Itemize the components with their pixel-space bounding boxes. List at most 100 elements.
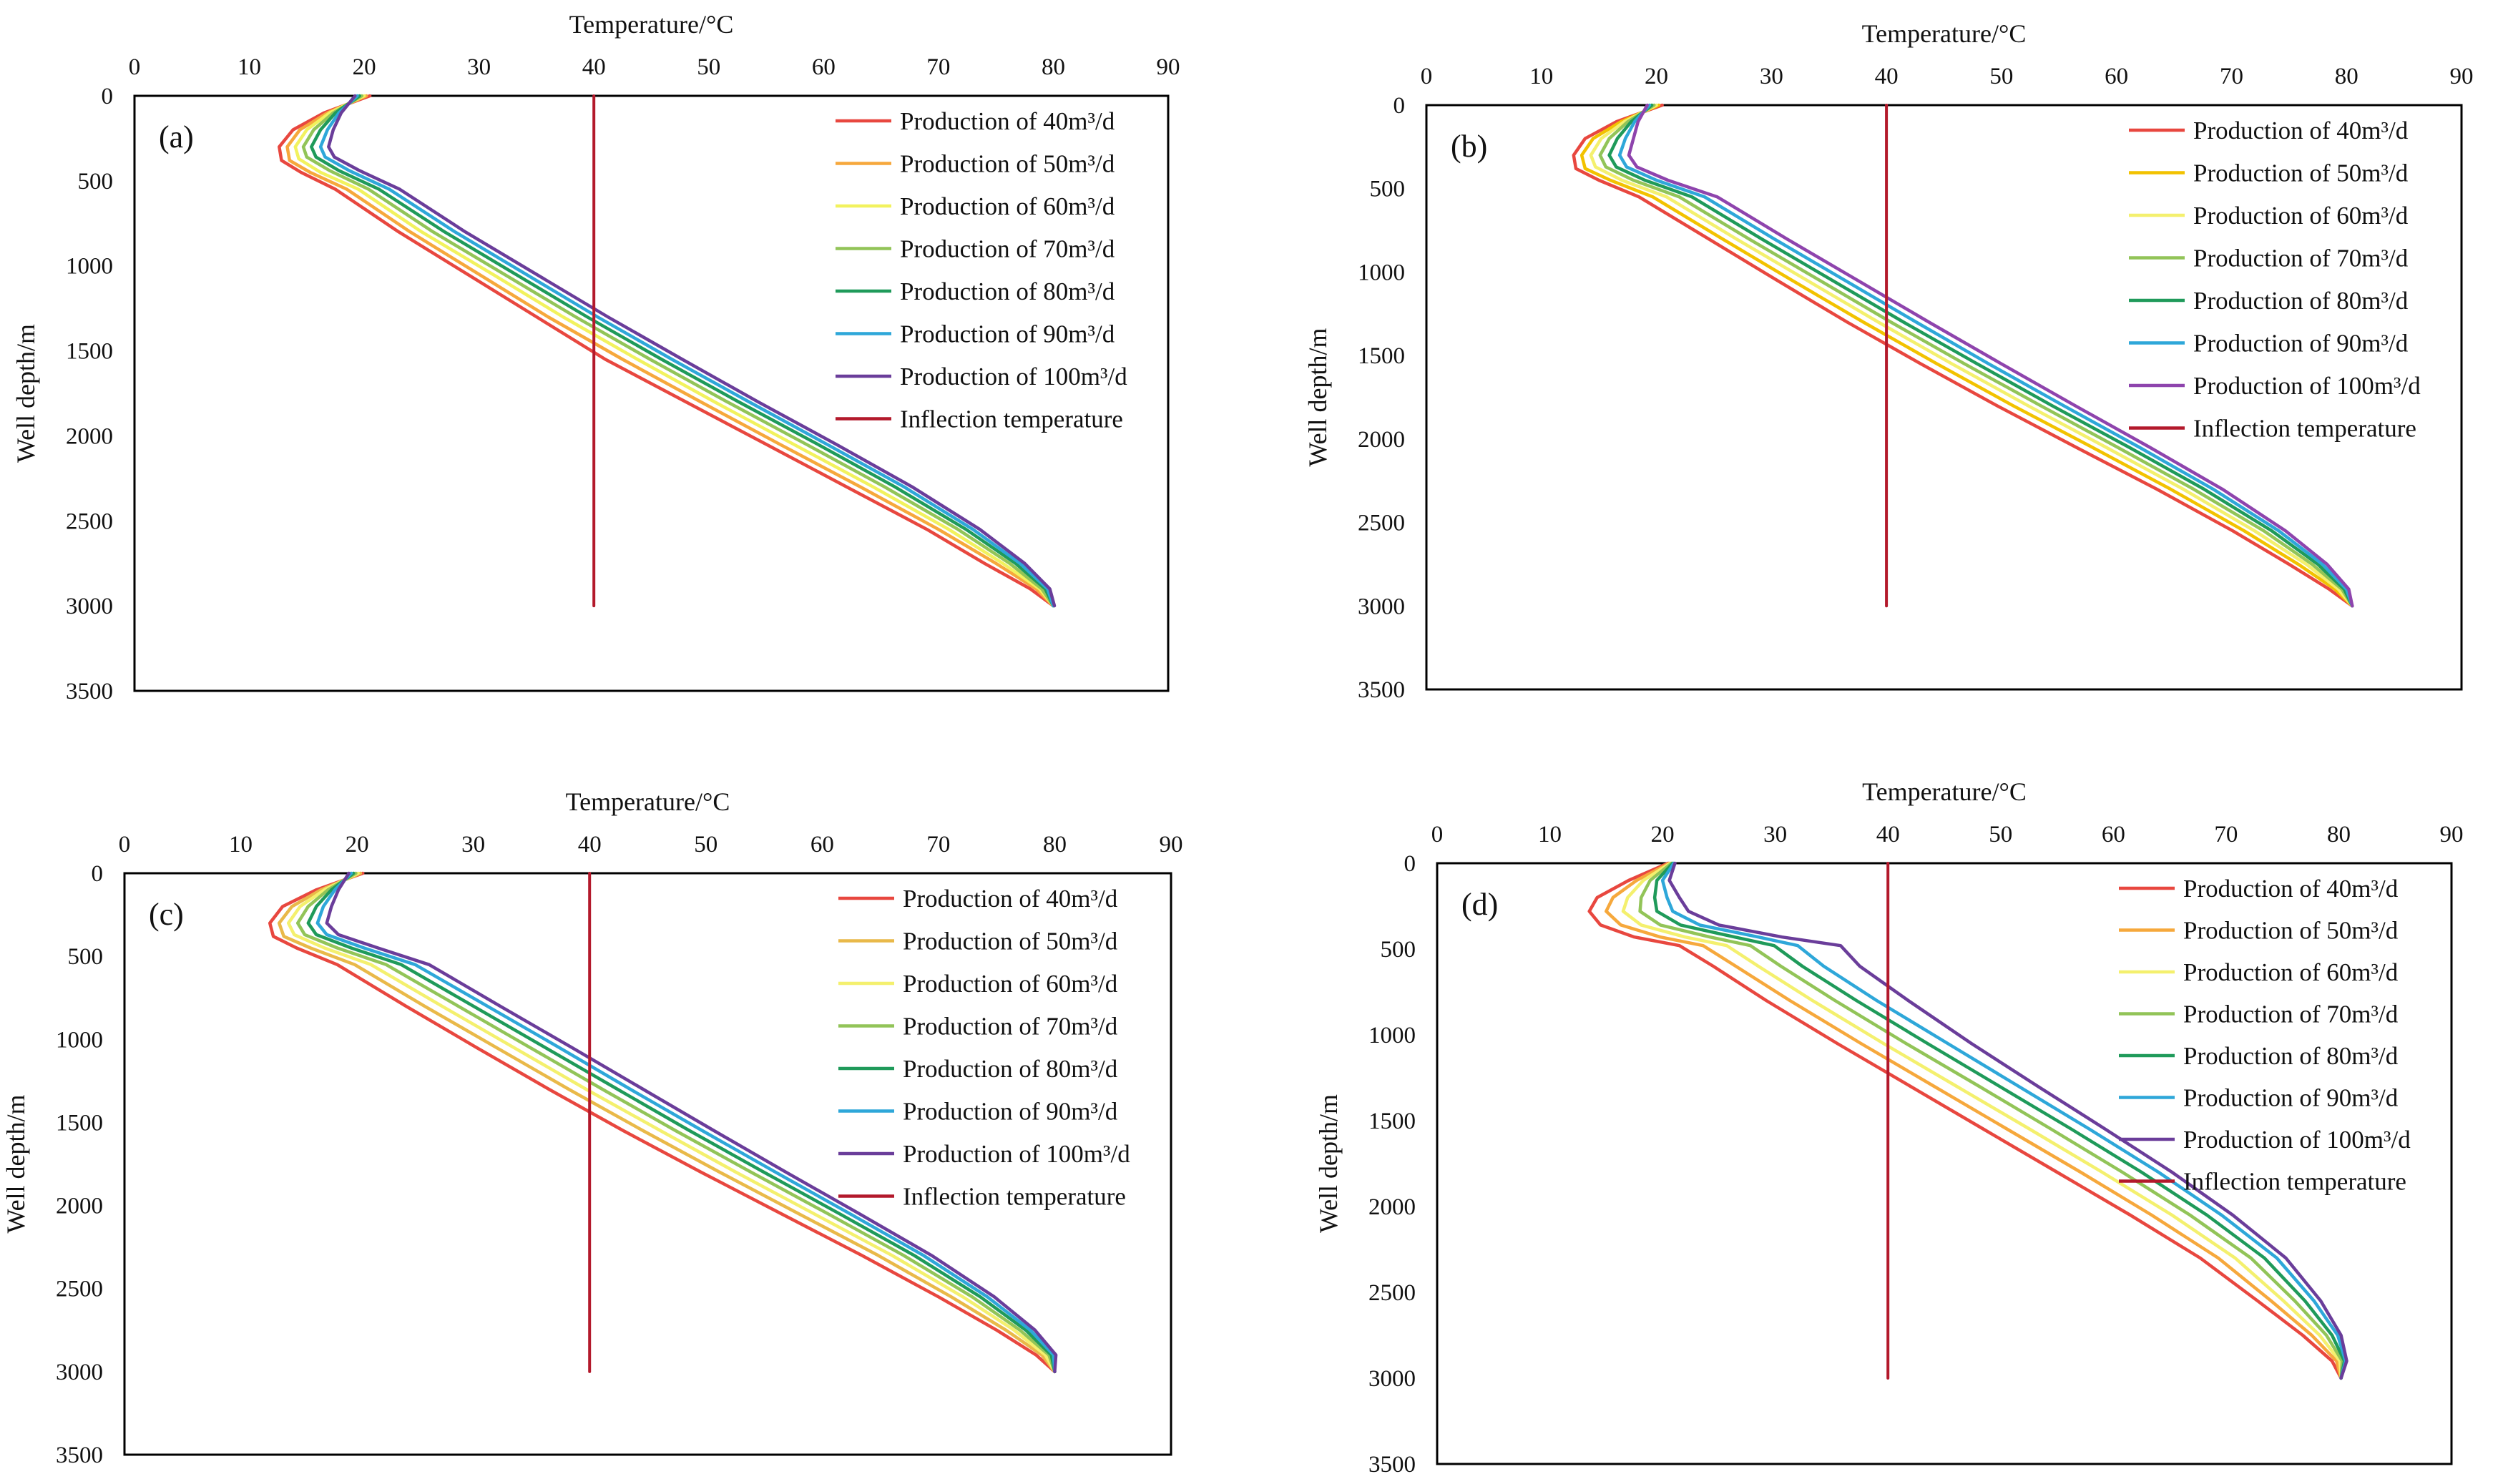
y-tick-label: 500 — [1370, 177, 1406, 202]
y-tick-label: 2500 — [1358, 511, 1405, 536]
series-line — [295, 871, 1057, 1374]
y-tick-label: 1500 — [56, 1110, 103, 1136]
series-line — [285, 94, 1055, 608]
series-line — [325, 871, 1058, 1374]
x-tick-label: 70 — [2214, 822, 2238, 847]
y-axis-label: Well depth/m — [1314, 1094, 1343, 1233]
y-tick-label: 1000 — [1368, 1023, 1416, 1048]
y-tick-label: 500 — [1381, 937, 1416, 963]
panel-label: (b) — [1451, 129, 1487, 164]
series-line — [1598, 103, 2354, 608]
plot-frame — [1436, 862, 2453, 1465]
series-line — [310, 94, 1055, 608]
x-tick-label: 30 — [461, 832, 485, 858]
series-line — [1607, 103, 2354, 608]
series-line — [318, 94, 1055, 608]
x-tick-label: 30 — [1760, 64, 1783, 89]
legend-label: Production of 40m³/d — [2183, 875, 2399, 903]
series-line — [327, 94, 1057, 608]
legend-label: Production of 60m³/d — [2183, 958, 2399, 986]
panel-label: (a) — [159, 119, 194, 154]
panel-label: (d) — [1461, 887, 1498, 922]
chart-panel: Temperature/°C0 10 20 30 40 50 60 70 80 900500100… — [11, 10, 1180, 704]
y-tick-label: 2000 — [66, 423, 113, 449]
y-tick-label: 1500 — [1368, 1109, 1416, 1134]
legend-label: Production of 50m³/d — [2183, 917, 2399, 945]
chart-panel: Temperature/°C0 10 20 30 40 50 60 70 80 900500100… — [1314, 777, 2464, 1478]
legend-label: Production of 100m³/d — [2193, 372, 2421, 400]
panel-label: (c) — [149, 897, 184, 932]
series-line — [1667, 861, 2348, 1380]
x-tick-label: 10 — [1538, 822, 1562, 847]
x-tick-label: 80 — [1042, 54, 1065, 80]
x-tick-label: 90 — [2450, 64, 2474, 89]
y-tick-label: 3000 — [66, 594, 113, 619]
x-tick-label: 50 — [694, 832, 717, 858]
x-tick-label: 70 — [926, 832, 950, 858]
x-tick-label: 90 — [1157, 54, 1180, 80]
x-tick-label: 0 — [129, 54, 141, 80]
y-tick-label: 3500 — [56, 1443, 103, 1468]
x-tick-label: 90 — [2440, 822, 2464, 847]
x-tick-label: 60 — [2102, 822, 2125, 847]
x-tick-label: 40 — [1875, 64, 1899, 89]
y-axis-label: Well depth/m — [11, 324, 40, 463]
y-tick-label: 1000 — [66, 254, 113, 280]
x-tick-label: 10 — [237, 54, 261, 80]
x-tick-label: 0 — [119, 832, 131, 858]
legend-label: Inflection temperature — [900, 406, 1123, 433]
x-tick-label: 60 — [812, 54, 836, 80]
legend-label: Production of 50m³/d — [900, 150, 1115, 178]
chart-panel: Temperature/°C0 10 20 30 40 50 60 70 80 900500100… — [1303, 19, 2474, 703]
legend-label: Production of 70m³/d — [2193, 245, 2409, 272]
legend-label: Production of 40m³/d — [903, 885, 1118, 913]
x-tick-label: 70 — [2220, 64, 2243, 89]
y-tick-label: 3000 — [56, 1360, 103, 1385]
y-tick-label: 2000 — [1358, 427, 1405, 453]
y-tick-label: 3500 — [66, 679, 113, 704]
x-axis-label: Temperature/°C — [569, 10, 734, 39]
y-tick-label: 2000 — [56, 1194, 103, 1219]
series-line — [277, 871, 1057, 1374]
x-tick-label: 60 — [2105, 64, 2128, 89]
legend-label: Production of 40m³/d — [900, 107, 1115, 135]
series-line — [268, 871, 1057, 1374]
series-line — [293, 94, 1055, 608]
y-tick-label: 3500 — [1358, 677, 1405, 703]
y-tick-label: 0 — [1404, 851, 1416, 877]
series-line — [278, 94, 1055, 608]
x-tick-label: 40 — [582, 54, 606, 80]
legend-label: Production of 100m³/d — [900, 363, 1127, 390]
x-tick-label: 20 — [1651, 822, 1675, 847]
y-tick-label: 2500 — [56, 1277, 103, 1302]
legend-label: Production of 50m³/d — [2193, 159, 2409, 187]
y-tick-label: 2000 — [1368, 1194, 1416, 1220]
legend-label: Production of 80m³/d — [2183, 1042, 2399, 1070]
legend-label: Production of 40m³/d — [2193, 117, 2409, 144]
series-line — [1589, 103, 2354, 608]
series-line — [306, 871, 1057, 1374]
legend-label: Production of 90m³/d — [2193, 330, 2409, 358]
y-tick-label: 500 — [78, 169, 114, 195]
x-tick-label: 20 — [1645, 64, 1668, 89]
y-axis-label: Well depth/m — [1, 1094, 30, 1233]
x-tick-label: 0 — [1421, 64, 1433, 89]
x-tick-label: 40 — [578, 832, 602, 858]
x-tick-label: 60 — [810, 832, 834, 858]
y-tick-label: 2500 — [1368, 1280, 1416, 1306]
y-tick-label: 500 — [68, 944, 104, 970]
series-line — [1652, 861, 2346, 1380]
plot-frame — [133, 94, 1170, 692]
y-tick-label: 2500 — [66, 508, 113, 534]
plot-frame — [123, 872, 1172, 1456]
series-line — [1660, 861, 2348, 1380]
x-axis-label: Temperature/°C — [1862, 777, 2027, 806]
y-tick-label: 0 — [102, 84, 114, 109]
x-tick-label: 30 — [467, 54, 491, 80]
y-tick-label: 0 — [92, 861, 104, 887]
x-tick-label: 20 — [346, 832, 369, 858]
x-tick-label: 70 — [926, 54, 950, 80]
legend-label: Production of 80m³/d — [2193, 287, 2409, 315]
series-line — [1579, 103, 2354, 608]
